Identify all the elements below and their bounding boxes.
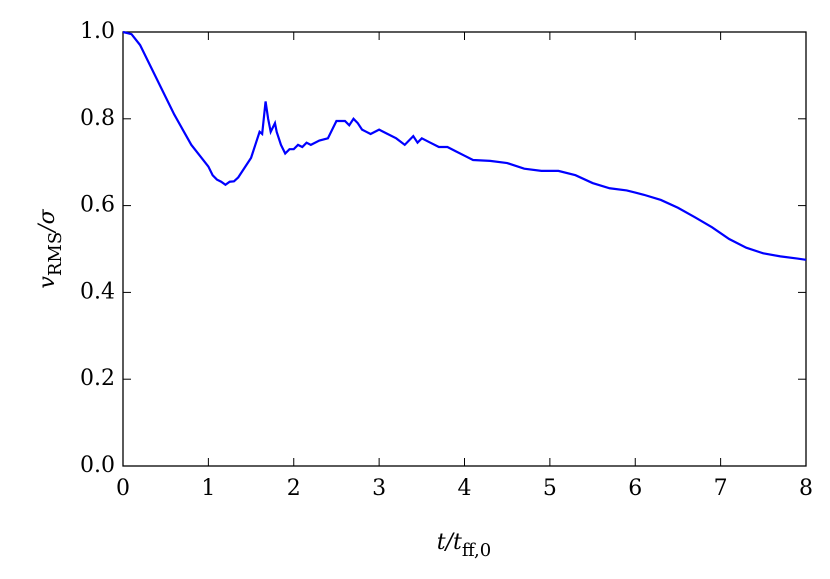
x-axis-label: t/tff,0	[437, 530, 491, 561]
y-tick-label: 0.2	[80, 366, 115, 391]
y-tick-label: 0.4	[80, 279, 115, 304]
x-tick-label: 5	[543, 476, 557, 501]
x-tick-label: 1	[201, 476, 215, 501]
x-tick-label: 3	[372, 476, 386, 501]
y-tick-label: 0.8	[80, 106, 115, 131]
y-label-main: v	[35, 276, 60, 289]
x-label-sub: ff,0	[462, 540, 491, 561]
x-tick-label: 7	[714, 476, 728, 501]
x-tick-label: 6	[628, 476, 642, 501]
x-tick-label: 8	[799, 476, 813, 501]
y-label-sub: RMS	[45, 232, 66, 276]
x-tick-label: 2	[287, 476, 301, 501]
y-tick-label: 0.6	[80, 193, 115, 218]
x-tick-label: 0	[116, 476, 130, 501]
y-axis-label: vRMS/σ	[35, 208, 66, 288]
plot-frame	[122, 31, 807, 467]
x-label-main: t/t	[437, 530, 462, 555]
data-line	[122, 30, 807, 261]
y-label-end: /σ	[35, 208, 60, 233]
y-tick-label: 0.0	[80, 453, 115, 478]
y-tick-label: 1.0	[80, 19, 115, 44]
x-tick-label: 4	[458, 476, 472, 501]
